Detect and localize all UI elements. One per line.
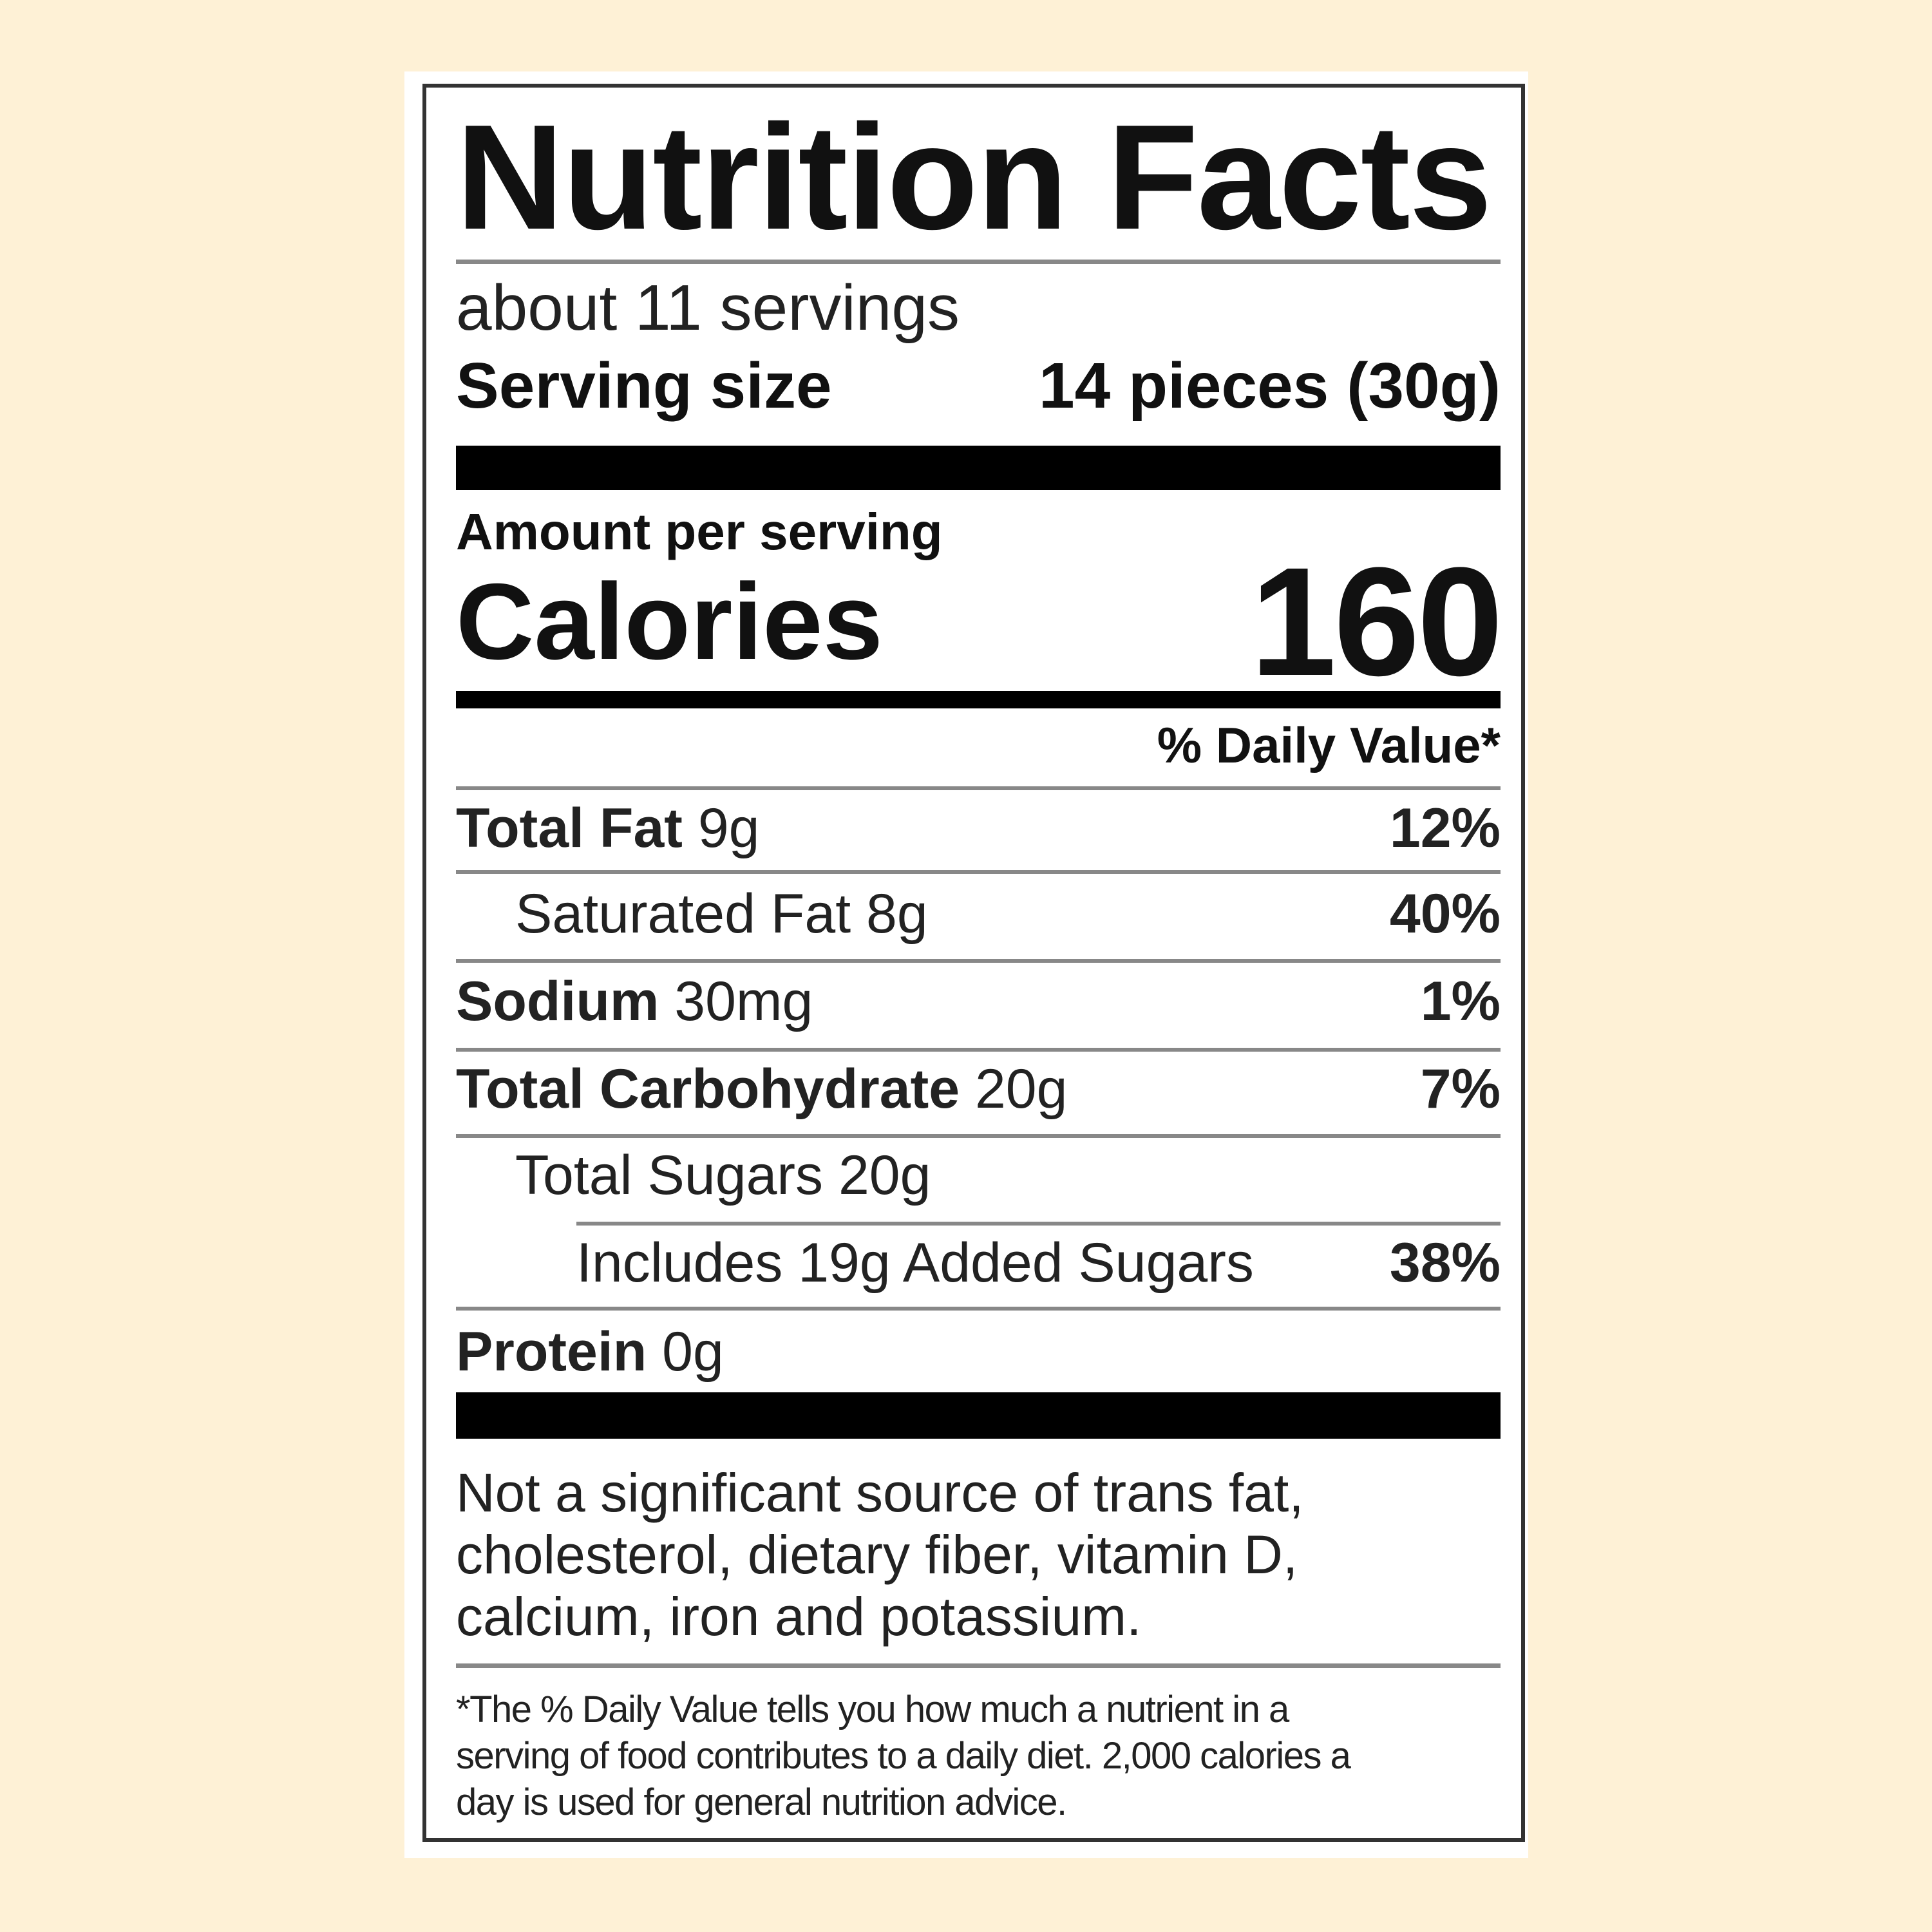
nutrient-name: Total Carbohydrate [456,1057,960,1120]
nutrient-row-protein: Protein 0g [456,1316,1501,1387]
divider [456,1307,1501,1311]
nutrient-row-total-fat: Total Fat 9g 12% [456,793,1501,864]
calories-label: Calories [456,560,883,682]
amount-per-serving: Amount per serving [456,503,943,560]
nutrient-row-total-carbohydrate: Total Carbohydrate 20g 7% [456,1054,1501,1124]
serving-size-row: Serving size 14 pieces (30g) [456,348,1501,423]
footnote-line: serving of food contributes to a daily d… [456,1734,1351,1777]
medium-bar [456,691,1501,708]
divider [456,959,1501,963]
divider [456,870,1501,874]
nutrient-name: Includes 19g Added Sugars [576,1231,1254,1294]
nutrient-amount: 0g [662,1320,724,1383]
nutrient-dv: 7% [1420,1057,1501,1120]
nutrient-dv: 40% [1389,882,1501,945]
thick-bar [456,446,1501,490]
nutrient-row-sodium: Sodium 30mg 1% [456,966,1501,1037]
not-significant-line: calcium, iron and potassium. [456,1586,1142,1647]
nutrient-name: Sodium [456,970,659,1032]
thick-bar [456,1392,1501,1439]
footnote-line: day is used for general nutrition advice… [456,1781,1067,1823]
nutrient-dv: 38% [1389,1231,1501,1294]
nutrient-row-saturated-fat: Saturated Fat 8g 40% [515,878,1501,949]
nutrient-amount: 8g [866,882,928,945]
serving-size-value: 14 pieces (30g) [1038,349,1501,422]
nutrient-name: Protein [456,1320,647,1383]
serving-size-label: Serving size [456,349,832,422]
divider [456,1134,1501,1138]
servings: about 11 servings [456,271,960,344]
daily-value-header: % Daily Value* [1157,716,1501,773]
nutrition-label [422,84,1525,1842]
nutrient-dv: 12% [1389,797,1501,859]
nutrient-name: Saturated Fat [515,882,851,945]
nutrient-amount: 20g [974,1057,1068,1120]
nutrient-amount: 9g [697,797,760,859]
nutrient-row-added-sugars: Includes 19g Added Sugars 38% [576,1227,1501,1298]
calories-row: Calories 160 [456,535,1503,708]
nutrient-row-total-sugars: Total Sugars 20g [515,1140,1501,1211]
nutrient-amount: 20g [838,1144,931,1206]
label-background [404,71,1528,1858]
footnote-line: *The % Daily Value tells you how much a … [456,1688,1289,1730]
nutrient-name: Total Sugars [515,1144,824,1206]
divider [456,1048,1501,1052]
nutrient-name: Total Fat [456,797,683,859]
title: Nutrition Facts [456,93,1492,261]
nutrient-dv: 1% [1420,970,1501,1032]
divider [456,260,1501,264]
nutrient-amount: 30mg [674,970,813,1032]
divider [456,1663,1501,1668]
divider [576,1222,1501,1226]
divider [456,786,1501,790]
not-significant-line: Not a significant source of trans fat, [456,1462,1304,1523]
calories-value: 160 [1250,535,1503,708]
not-significant-line: cholesterol, dietary fiber, vitamin D, [456,1524,1298,1585]
